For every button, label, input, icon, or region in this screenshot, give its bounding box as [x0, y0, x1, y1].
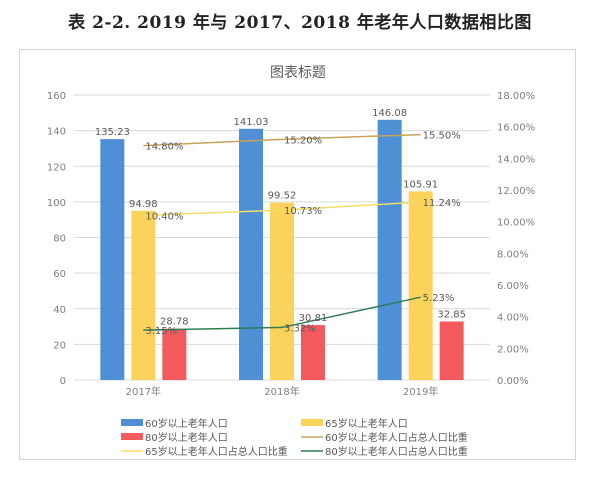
- left-tick-label: 60: [53, 269, 66, 280]
- bar: [100, 139, 125, 380]
- bar: [377, 119, 402, 381]
- left-tick-label: 80: [53, 234, 66, 245]
- bar: [439, 321, 464, 380]
- left-tick-label: 140: [47, 127, 66, 138]
- bar-data-label: 28.78: [160, 317, 189, 328]
- x-tick-label: 2019年: [403, 385, 438, 398]
- x-axis-ticks: 2017年 2018年 2019年: [126, 385, 439, 398]
- x-tick-label: 2017年: [126, 385, 161, 398]
- line-data-label: 11.24%: [423, 198, 461, 209]
- right-tick-label: 10.00%: [497, 218, 535, 229]
- bar: [301, 325, 325, 380]
- bars: [100, 119, 464, 381]
- left-tick-label: 40: [53, 305, 66, 316]
- right-tick-label: 16.00%: [497, 123, 535, 134]
- bar-data-label: 105.91: [403, 179, 438, 190]
- legend-swatch: [121, 419, 143, 426]
- bar: [131, 210, 156, 380]
- bar: [162, 328, 187, 380]
- bar-data-label: 146.08: [372, 108, 407, 119]
- right-tick-label: 18.00%: [497, 91, 535, 102]
- right-tick-label: 12.00%: [497, 186, 535, 197]
- right-axis-ticks: 0.00% 2.00% 4.00% 6.00% 8.00% 10.00% 12.00% 14.…: [497, 91, 535, 387]
- line-data-label: 3.32%: [284, 323, 316, 334]
- chart-title: 图表标题: [270, 65, 326, 81]
- left-tick-label: 100: [47, 198, 66, 209]
- legend-label: 65岁以上老年人口: [325, 417, 408, 430]
- legend-swatch: [121, 433, 143, 440]
- series-line: [143, 133, 421, 147]
- line-data-label: 3.15%: [145, 326, 177, 337]
- right-tick-label: 6.00%: [497, 281, 529, 292]
- legend-label: 80岁以上老年人口占总人口比重: [325, 445, 468, 458]
- left-tick-label: 160: [47, 91, 66, 102]
- x-tick-label: 2018年: [264, 385, 299, 398]
- lines: [143, 133, 421, 331]
- bar: [408, 191, 433, 380]
- legend-label: 60岁以上老年人口: [145, 417, 228, 430]
- legend: 60岁以上老年人口 65岁以上老年人口 80岁以上老年人口 60岁以上老年人口占总人口…: [121, 417, 468, 458]
- bar-labels: 135.23 141.03 146.08 94.98 99.52 105.91 28.78 3…: [95, 108, 466, 328]
- bar-data-label: 135.23: [95, 127, 130, 138]
- line-data-label: 10.73%: [284, 206, 322, 217]
- line-data-label: 15.20%: [284, 135, 322, 146]
- right-tick-label: 4.00%: [497, 313, 529, 324]
- left-axis-ticks: 0 20 40 60 80 100 120 140 160: [47, 91, 66, 387]
- right-tick-label: 0.00%: [497, 376, 529, 387]
- legend-label: 65岁以上老年人口占总人口比重: [145, 445, 288, 458]
- legend-label: 80岁以上老年人口: [145, 431, 228, 444]
- bar: [270, 202, 294, 380]
- right-tick-label: 14.00%: [497, 154, 535, 165]
- legend-swatch: [301, 419, 323, 426]
- series-line: [143, 296, 421, 331]
- line-data-label: 14.80%: [145, 142, 183, 153]
- bar-data-label: 94.98: [129, 199, 158, 210]
- page-title: 表 2-2. 2019 年与 2017、2018 年老年人口数据相比图: [68, 13, 532, 33]
- left-tick-label: 0: [60, 376, 66, 387]
- line-data-label: 15.50%: [423, 131, 461, 142]
- line-labels: 14.80% 15.20% 15.50% 10.40% 10.73% 11.24% 3.15…: [145, 131, 460, 338]
- bar-data-label: 32.85: [437, 309, 466, 320]
- line-data-label: 5.23%: [423, 293, 455, 304]
- legend-label: 60岁以上老年人口占总人口比重: [325, 431, 468, 444]
- right-tick-label: 2.00%: [497, 344, 529, 355]
- bar-data-label: 30.81: [299, 313, 328, 324]
- bar-data-label: 141.03: [234, 117, 269, 128]
- bar-data-label: 99.52: [268, 191, 297, 202]
- left-tick-label: 20: [53, 340, 66, 351]
- bar: [239, 128, 263, 380]
- right-tick-label: 8.00%: [497, 249, 529, 260]
- left-tick-label: 120: [47, 162, 66, 173]
- line-data-label: 10.40%: [145, 211, 183, 222]
- series-line: [143, 201, 421, 217]
